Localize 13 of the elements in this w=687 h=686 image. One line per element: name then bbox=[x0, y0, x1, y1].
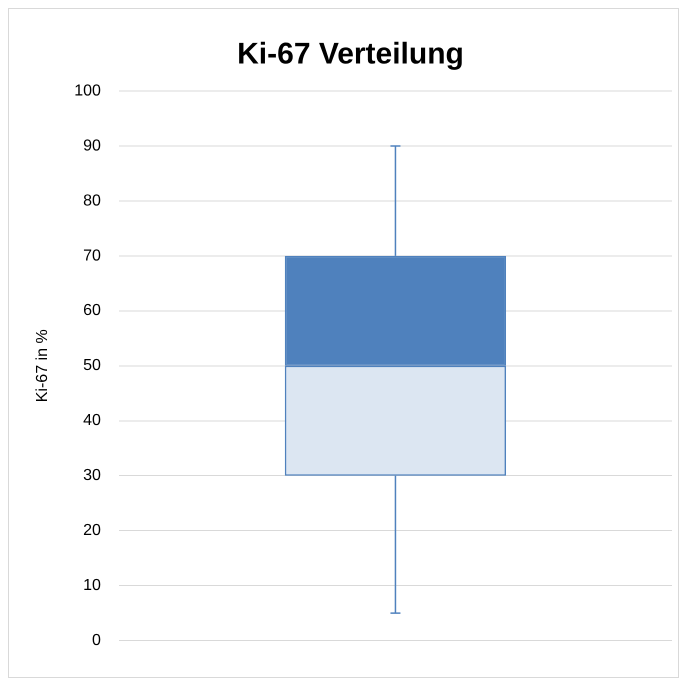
y-tick-label: 30 bbox=[83, 467, 101, 484]
y-tick-label: 80 bbox=[83, 192, 101, 210]
y-tick-label: 40 bbox=[83, 412, 101, 430]
y-tick-label: 10 bbox=[83, 577, 101, 594]
y-tick-label: 100 bbox=[74, 82, 101, 100]
y-tick-label: 60 bbox=[83, 302, 101, 320]
chart-title: Ki-67 Verteilung bbox=[237, 37, 464, 70]
y-tick-label: 0 bbox=[92, 632, 101, 650]
y-tick-label: 70 bbox=[83, 247, 101, 264]
y-axis-title: Ki-67 in % bbox=[34, 329, 52, 402]
y-tick-label: 20 bbox=[83, 522, 101, 540]
y-tick-label: 90 bbox=[83, 137, 101, 154]
y-tick-label: 50 bbox=[83, 357, 101, 374]
